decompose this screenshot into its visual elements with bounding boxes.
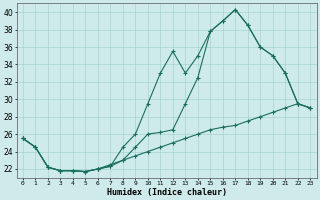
X-axis label: Humidex (Indice chaleur): Humidex (Indice chaleur): [107, 188, 227, 197]
